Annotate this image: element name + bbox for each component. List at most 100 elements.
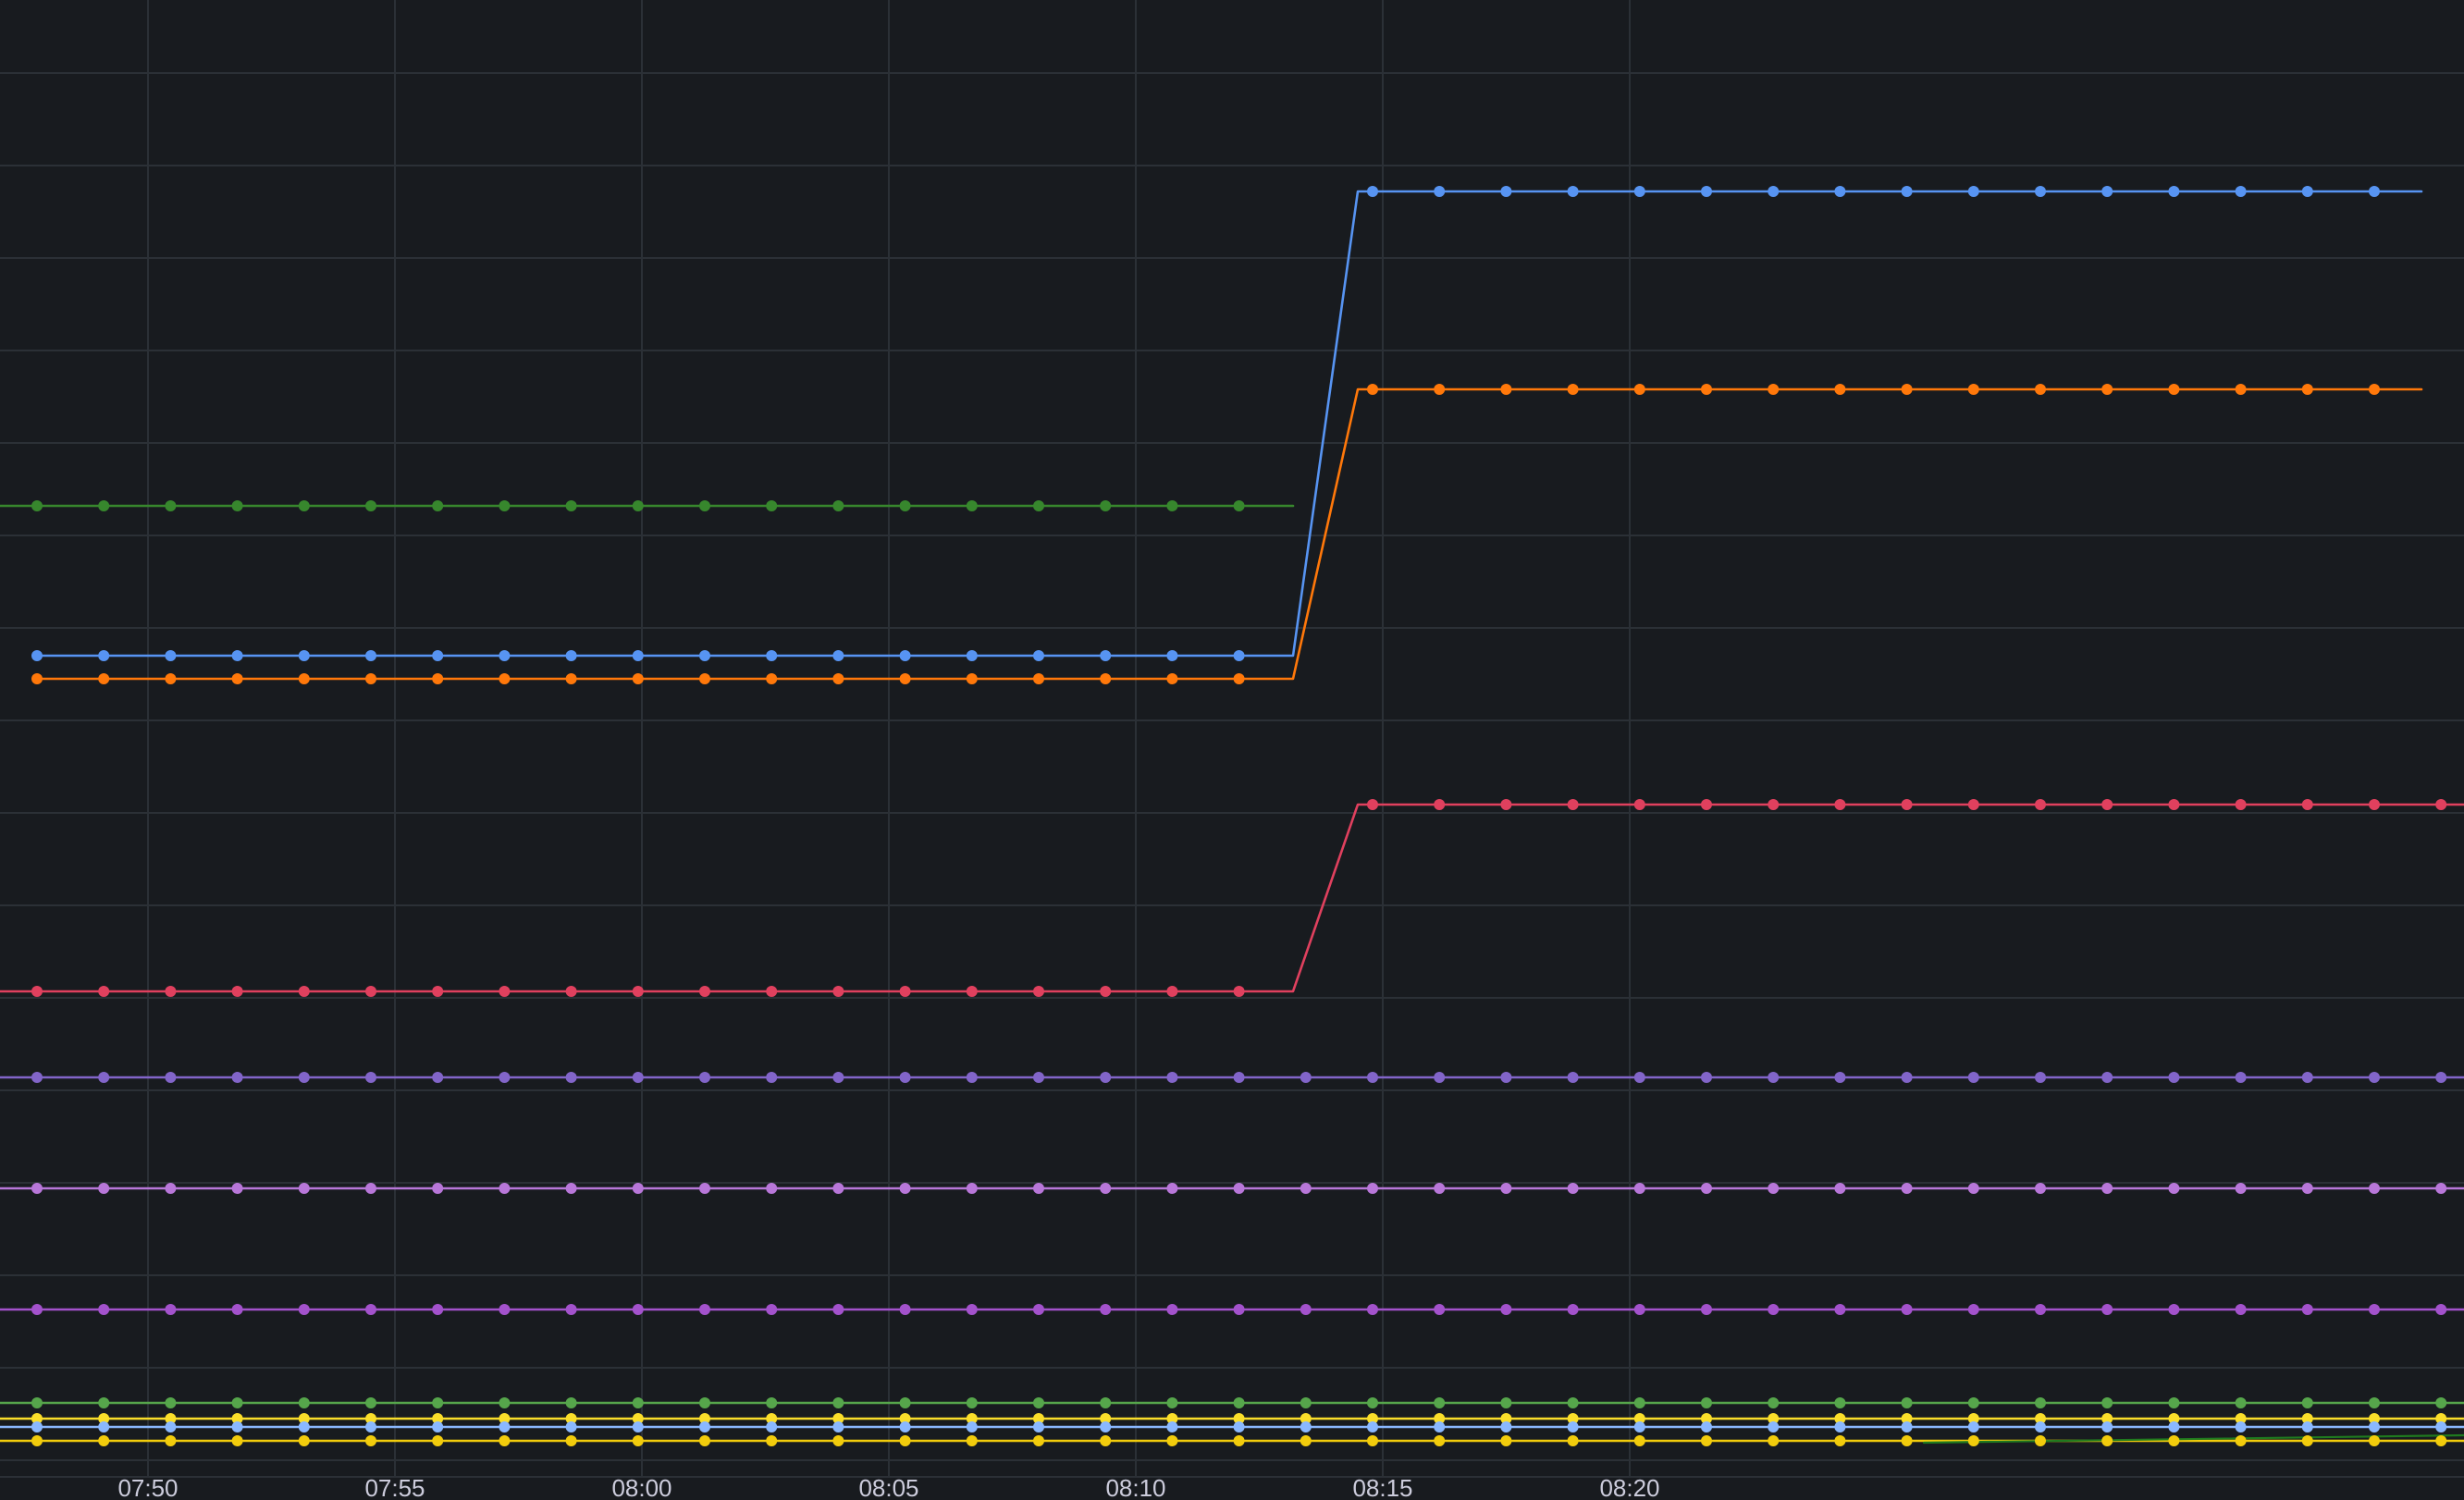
- marker-series-purple-muted: [1834, 1304, 1846, 1315]
- marker-series-purple-bright: [298, 1183, 310, 1194]
- marker-series-lightblue-lower: [1901, 1421, 1913, 1432]
- marker-series-green-bright: [1100, 1397, 1112, 1408]
- marker-series-green-truncated: [231, 500, 243, 511]
- marker-series-purple-bright: [1901, 1183, 1913, 1194]
- marker-series-lightblue-lower: [699, 1421, 710, 1432]
- marker-series-purple-medium: [632, 1072, 644, 1083]
- x-tick-label-3: 08:05: [858, 1474, 918, 1500]
- line-series-red-step: [0, 803, 2464, 993]
- marker-series-purple-bright: [2235, 1183, 2247, 1194]
- marker-series-orange-step: [2035, 384, 2046, 395]
- marker-series-purple-bright: [1967, 1183, 1979, 1194]
- marker-series-green-bright: [1033, 1397, 1044, 1408]
- marker-series-orange-step: [1701, 384, 1712, 395]
- marker-series-purple-bright: [1233, 1183, 1245, 1194]
- marker-series-purple-medium: [1367, 1072, 1378, 1083]
- marker-series-red-step: [1033, 986, 1044, 997]
- marker-series-orange-step: [1500, 384, 1512, 395]
- marker-series-purple-muted: [1768, 1304, 1780, 1315]
- marker-series-green-truncated: [1166, 500, 1178, 511]
- marker-series-blue-step: [1233, 650, 1245, 661]
- marker-series-red-step: [832, 986, 844, 997]
- marker-series-red-step: [1500, 799, 1512, 810]
- marker-series-red-step: [165, 986, 177, 997]
- marker-series-purple-bright: [499, 1183, 511, 1194]
- marker-series-lightblue-lower: [2235, 1421, 2247, 1432]
- marker-series-lightblue-lower: [899, 1421, 911, 1432]
- marker-series-purple-muted: [899, 1304, 911, 1315]
- marker-series-orange-step: [1367, 384, 1378, 395]
- marker-series-yellow-upper: [165, 1413, 177, 1424]
- marker-series-purple-bright: [1300, 1183, 1312, 1194]
- marker-series-green-bright: [2101, 1397, 2113, 1408]
- marker-series-purple-medium: [1967, 1072, 1979, 1083]
- marker-series-green-bright: [2301, 1397, 2313, 1408]
- marker-series-yellow-lower: [1768, 1435, 1780, 1446]
- marker-series-yellow-lower: [699, 1435, 710, 1446]
- marker-series-purple-muted: [1166, 1304, 1178, 1315]
- marker-series-blue-step: [1033, 650, 1044, 661]
- marker-series-purple-medium: [766, 1072, 778, 1083]
- marker-series-yellow-upper: [632, 1413, 644, 1424]
- marker-series-yellow-upper: [2369, 1413, 2380, 1424]
- marker-series-yellow-lower: [1033, 1435, 1044, 1446]
- marker-series-purple-medium: [231, 1072, 243, 1083]
- marker-series-purple-muted: [298, 1304, 310, 1315]
- marker-series-yellow-upper: [1701, 1413, 1712, 1424]
- marker-series-orange-step: [899, 673, 911, 684]
- marker-series-purple-muted: [1633, 1304, 1645, 1315]
- marker-series-purple-medium: [832, 1072, 844, 1083]
- marker-series-red-step: [2168, 799, 2180, 810]
- marker-series-yellow-upper: [1633, 1413, 1645, 1424]
- marker-series-lightblue-lower: [2301, 1421, 2313, 1432]
- marker-series-red-step: [231, 986, 243, 997]
- marker-series-yellow-upper: [1367, 1413, 1378, 1424]
- marker-series-green-bright: [98, 1397, 110, 1408]
- marker-series-orange-step: [1233, 673, 1245, 684]
- marker-series-lightblue-lower: [2101, 1421, 2113, 1432]
- marker-series-purple-muted: [2301, 1304, 2313, 1315]
- marker-series-yellow-lower: [1233, 1435, 1245, 1446]
- marker-series-green-truncated: [632, 500, 644, 511]
- marker-series-purple-medium: [1901, 1072, 1913, 1083]
- marker-series-green-bright: [1434, 1397, 1446, 1408]
- marker-series-purple-bright: [699, 1183, 710, 1194]
- marker-series-yellow-lower: [1901, 1435, 1913, 1446]
- marker-series-yellow-upper: [1500, 1413, 1512, 1424]
- marker-series-blue-step: [1967, 186, 1979, 197]
- marker-series-red-step: [1701, 799, 1712, 810]
- marker-series-green-bright: [2035, 1397, 2046, 1408]
- marker-series-orange-step: [966, 673, 978, 684]
- marker-series-red-step: [899, 986, 911, 997]
- marker-series-purple-bright: [2435, 1183, 2447, 1194]
- marker-series-yellow-upper: [565, 1413, 577, 1424]
- marker-series-blue-step: [1901, 186, 1913, 197]
- marker-series-yellow-lower: [499, 1435, 511, 1446]
- marker-series-lightblue-lower: [1033, 1421, 1044, 1432]
- marker-series-green-bright: [165, 1397, 177, 1408]
- marker-series-lightblue-lower: [2035, 1421, 2046, 1432]
- marker-series-purple-muted: [365, 1304, 376, 1315]
- marker-series-purple-bright: [1768, 1183, 1780, 1194]
- marker-series-green-bright: [1701, 1397, 1712, 1408]
- marker-series-purple-bright: [1500, 1183, 1512, 1194]
- marker-series-orange-step: [632, 673, 644, 684]
- marker-series-blue-step: [499, 650, 511, 661]
- marker-series-yellow-lower: [899, 1435, 911, 1446]
- marker-series-green-truncated: [98, 500, 110, 511]
- marker-series-blue-step: [365, 650, 376, 661]
- marker-series-green-truncated: [1100, 500, 1112, 511]
- marker-series-blue-step: [2035, 186, 2046, 197]
- marker-series-purple-muted: [2168, 1304, 2180, 1315]
- marker-series-lightblue-lower: [1233, 1421, 1245, 1432]
- marker-series-green-bright: [2369, 1397, 2380, 1408]
- marker-series-purple-muted: [2101, 1304, 2113, 1315]
- marker-series-yellow-upper: [98, 1413, 110, 1424]
- marker-series-yellow-lower: [2101, 1435, 2113, 1446]
- marker-series-purple-medium: [1701, 1072, 1712, 1083]
- marker-series-purple-medium: [499, 1072, 511, 1083]
- marker-series-purple-medium: [2301, 1072, 2313, 1083]
- marker-series-green-bright: [565, 1397, 577, 1408]
